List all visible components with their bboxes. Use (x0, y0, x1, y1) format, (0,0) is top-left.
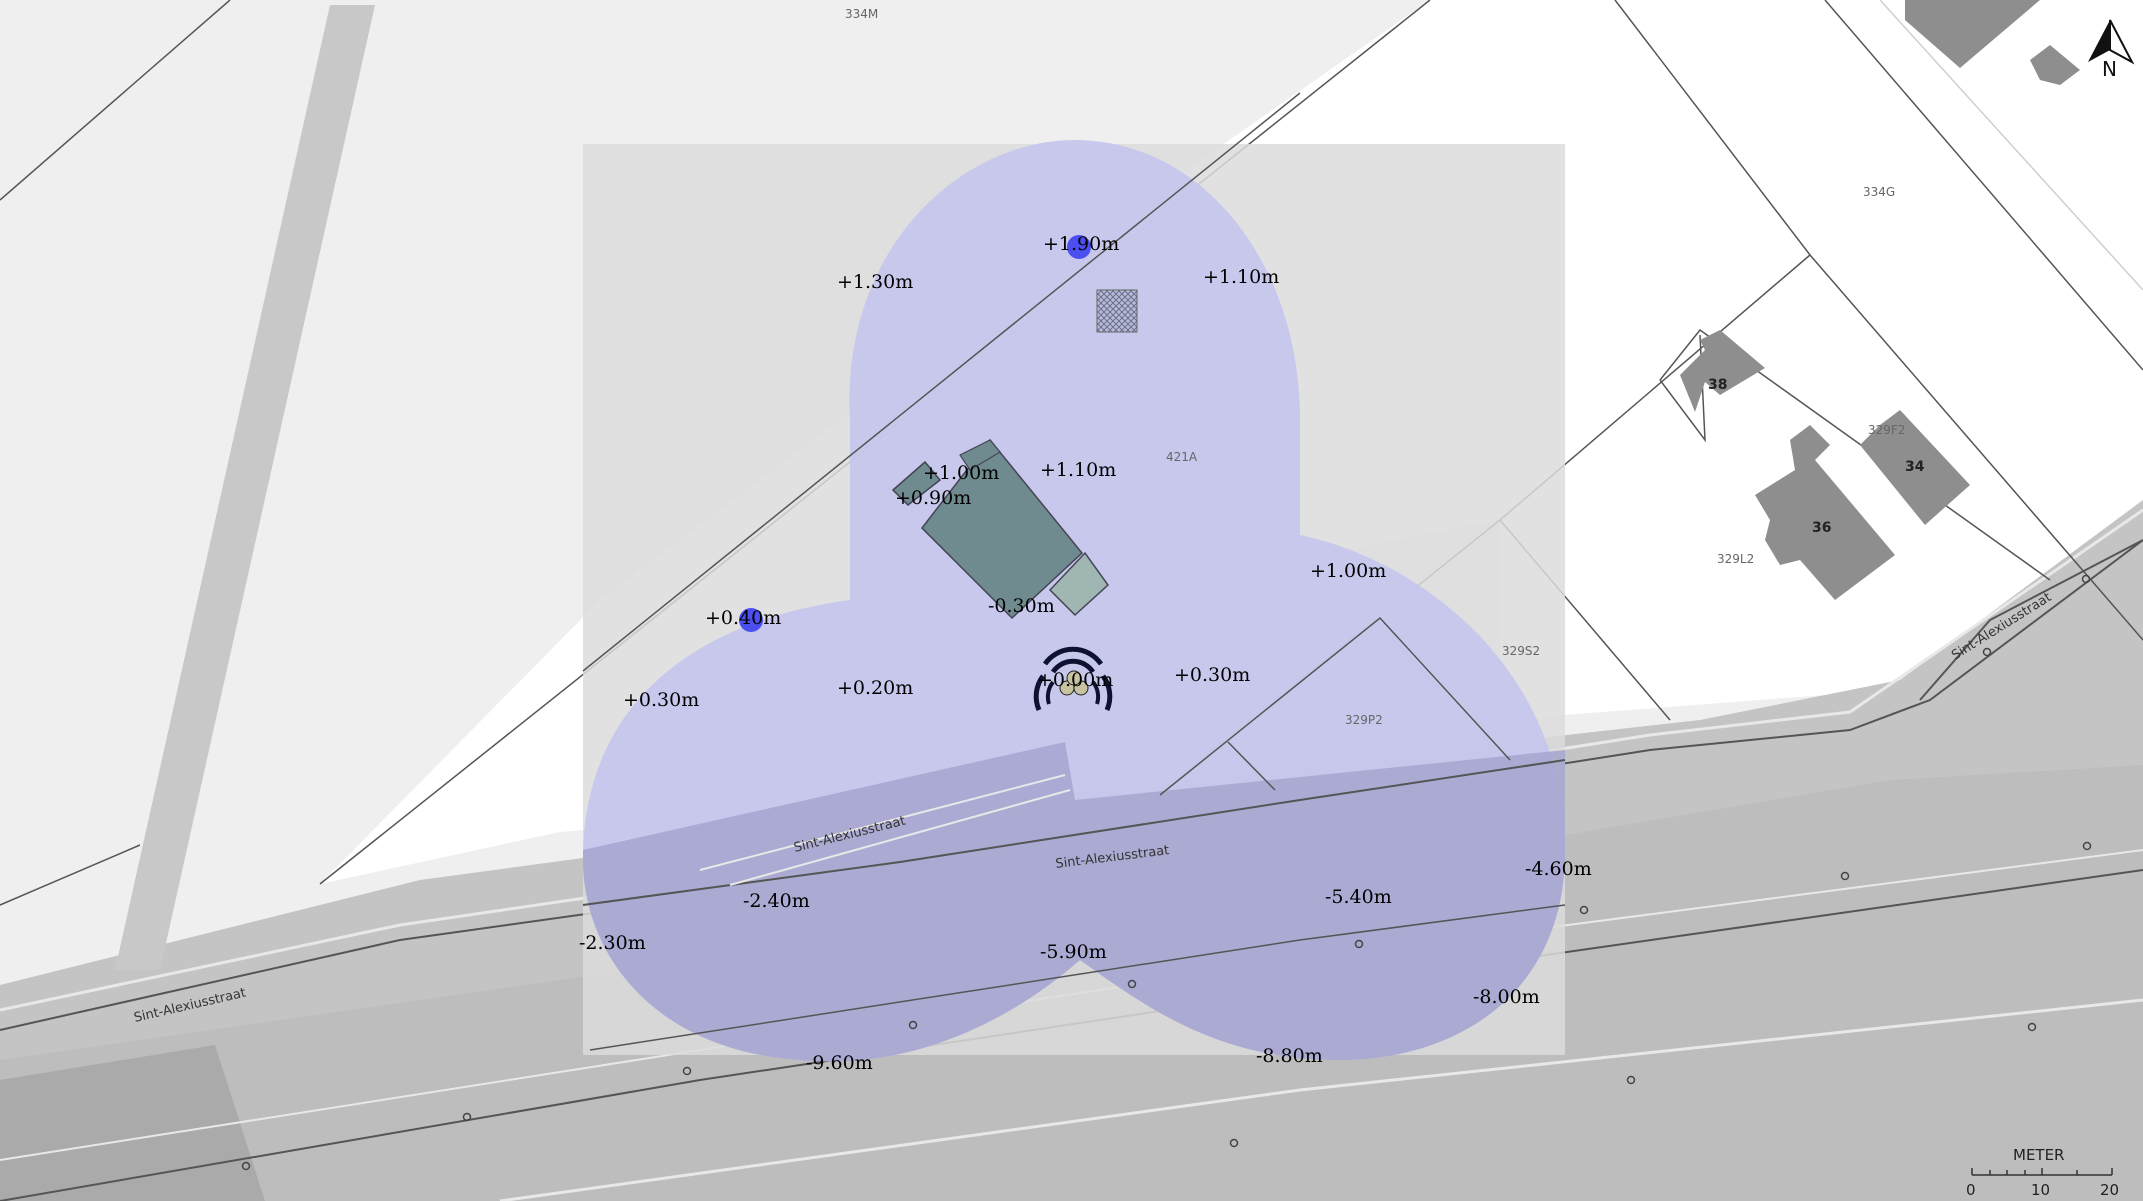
parcel-line (1824, 0, 2143, 371)
scale-tick-label: 20 (2100, 1181, 2119, 1199)
house-number: 34 (1905, 459, 1925, 475)
building-top-right (1905, 0, 2040, 68)
elevation-label: +0.30m (1174, 664, 1250, 686)
road-line (699, 774, 1066, 871)
elevation-label: -0.30m (988, 595, 1055, 617)
elevation-label: +0.00m (1037, 669, 1113, 691)
coverage-over-road (583, 742, 1565, 1062)
house-38 (1680, 330, 1765, 412)
road-line (499, 998, 2143, 1201)
blue-marker-west[interactable] (739, 608, 763, 632)
blue-marker-north[interactable] (1067, 235, 1091, 259)
parcel-line (1879, 0, 2143, 291)
road-line (589, 904, 1566, 1051)
parcel-label: 421A (1166, 450, 1198, 464)
elevation-label: -5.40m (1325, 886, 1392, 908)
elevation-label: -9.60m (806, 1052, 873, 1074)
elevation-label: -8.00m (1473, 986, 1540, 1008)
parcel-label: 334M (845, 7, 878, 21)
parcel-label: 329S2 (1502, 644, 1540, 658)
parcel-label: 329P2 (1345, 713, 1383, 727)
elevation-label: -8.80m (1256, 1045, 1323, 1067)
north-arrow-icon (2088, 19, 2135, 65)
elevation-label: +1.10m (1040, 459, 1116, 481)
elevation-label: -4.60m (1525, 858, 1592, 880)
scale-unit: METER (2013, 1146, 2064, 1164)
parcel-line (0, 0, 231, 201)
scale-tick-label: 10 (2031, 1181, 2050, 1199)
elevation-label: +0.30m (623, 689, 699, 711)
parcel-label: 329L2 (1717, 552, 1754, 566)
elevation-label: +1.30m (837, 271, 913, 293)
elevation-label: +0.90m (895, 487, 971, 509)
north-label: N (2102, 57, 2117, 81)
parcel-line (0, 844, 141, 906)
elevation-label: -5.90m (1040, 941, 1107, 963)
elevation-label: +0.40m (705, 607, 781, 629)
elevation-label: +0.20m (837, 677, 913, 699)
elevation-label: +1.90m (1043, 233, 1119, 255)
elevation-label: +1.00m (1310, 560, 1386, 582)
road-line (1919, 539, 2143, 701)
elevation-label: -2.40m (743, 890, 810, 912)
annex-building (1048, 551, 1109, 617)
house-number: 36 (1812, 520, 1831, 536)
elevation-label: +1.10m (1203, 266, 1279, 288)
scale-bar (1971, 1168, 2113, 1176)
building-small-top-right (2030, 45, 2080, 85)
parcel-line (1159, 616, 1511, 796)
house-36 (1755, 425, 1895, 600)
elevation-label: +1.00m (923, 462, 999, 484)
road-line (582, 759, 1566, 906)
small-shed (891, 460, 942, 506)
main-building (921, 438, 1084, 620)
sidewalk-left-diagonal (115, 5, 375, 970)
hatched-object (1096, 289, 1138, 333)
parcel-label: 334G (1863, 185, 1895, 199)
road-markers (241, 574, 2092, 1171)
parcel-line (1614, 0, 2143, 641)
parcel-line (1227, 741, 1276, 791)
house-34 (1860, 410, 1970, 525)
elevation-label: -2.30m (579, 932, 646, 954)
small-shed-2 (959, 439, 1001, 471)
parcel-label: 329F2 (1868, 423, 1905, 437)
house-number: 38 (1708, 377, 1727, 393)
sensor-icon[interactable] (1033, 646, 1113, 711)
parcel-line (582, 92, 1301, 672)
building-block-bottom-left (0, 1045, 265, 1201)
scale-tick-label: 0 (1966, 1181, 1976, 1199)
road-line (729, 789, 1071, 886)
